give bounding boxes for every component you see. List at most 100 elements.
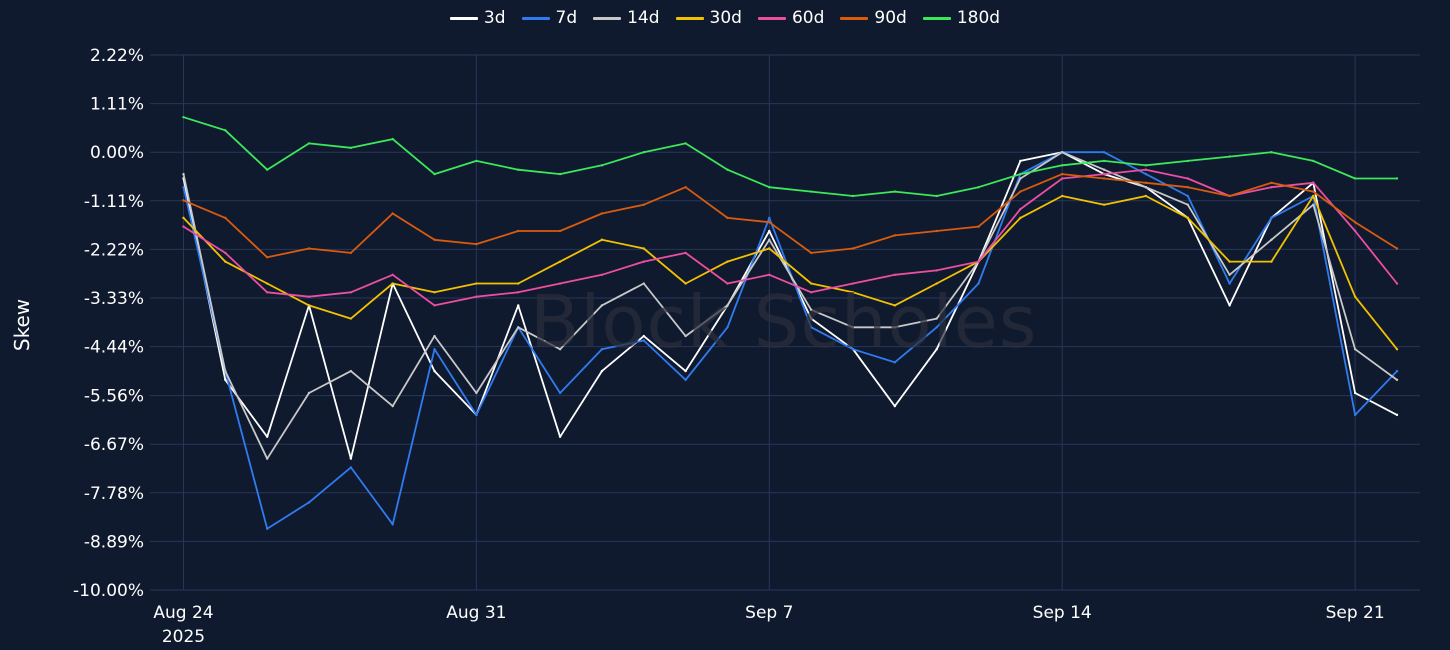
- series-line-14d: [182, 151, 1398, 460]
- point-30d: [1228, 260, 1231, 263]
- point-3d: [1019, 159, 1022, 163]
- watermark-logo: Block Scholes: [530, 280, 1038, 364]
- legend-label: 30d: [709, 8, 742, 28]
- point-60d: [809, 291, 813, 294]
- legend-item-90d[interactable]: 90d: [840, 8, 907, 28]
- point-180d: [349, 146, 353, 150]
- point-60d: [1019, 207, 1022, 211]
- point-7d: [1144, 172, 1148, 176]
- point-30d: [1312, 194, 1315, 198]
- legend-swatch: [675, 16, 704, 20]
- point-180d: [977, 186, 980, 189]
- point-14d: [224, 369, 227, 373]
- point-60d: [558, 282, 562, 285]
- point-14d: [1144, 186, 1148, 189]
- point-60d: [265, 291, 269, 294]
- point-90d: [642, 203, 645, 206]
- point-7d: [1353, 413, 1357, 417]
- point-30d: [1144, 194, 1148, 198]
- point-30d: [517, 282, 520, 285]
- point-90d: [1019, 190, 1022, 193]
- y-tick-label: -10.00%: [73, 581, 144, 601]
- legend-item-7d[interactable]: 7d: [521, 8, 577, 28]
- point-30d: [1353, 295, 1357, 298]
- point-60d: [893, 273, 897, 276]
- point-90d: [1061, 172, 1064, 176]
- point-180d: [307, 142, 311, 145]
- point-7d: [307, 501, 311, 504]
- point-60d: [851, 282, 855, 285]
- point-30d: [224, 260, 227, 263]
- x-tick-label: Sep 14: [1033, 603, 1092, 623]
- point-90d: [1395, 247, 1399, 250]
- legend-item-3d[interactable]: 3d: [449, 8, 506, 28]
- x-tick-sublabel: 2025: [162, 627, 205, 647]
- point-180d: [684, 142, 687, 145]
- point-7d: [182, 186, 185, 189]
- point-3d: [893, 404, 897, 408]
- point-60d: [1144, 168, 1148, 171]
- point-60d: [1395, 282, 1399, 285]
- point-60d: [475, 295, 478, 298]
- point-30d: [475, 282, 478, 285]
- point-7d: [684, 378, 687, 382]
- point-14d: [1061, 150, 1064, 154]
- point-3d: [809, 317, 813, 320]
- point-7d: [768, 216, 771, 220]
- point-30d: [768, 247, 771, 250]
- point-14d: [726, 304, 729, 307]
- point-180d: [265, 168, 269, 171]
- point-90d: [182, 199, 185, 202]
- point-60d: [182, 225, 185, 228]
- point-7d: [977, 282, 980, 285]
- point-3d: [1395, 413, 1399, 417]
- legend-item-30d[interactable]: 30d: [675, 8, 742, 28]
- point-3d: [768, 229, 771, 233]
- point-14d: [600, 304, 604, 307]
- point-180d: [558, 172, 562, 176]
- legend-label: 180d: [956, 8, 1001, 28]
- point-3d: [558, 435, 562, 438]
- point-180d: [1270, 150, 1273, 154]
- point-30d: [349, 317, 353, 320]
- point-3d: [349, 457, 353, 460]
- point-14d: [433, 334, 436, 338]
- legend-item-180d[interactable]: 180d: [922, 8, 1001, 28]
- point-30d: [558, 260, 562, 263]
- y-axis-label: Skew: [10, 298, 34, 352]
- series-line-180d: [183, 116, 1397, 197]
- point-90d: [1353, 221, 1357, 224]
- point-14d: [935, 317, 938, 320]
- point-90d: [558, 229, 562, 233]
- point-60d: [1270, 186, 1273, 189]
- point-30d: [307, 304, 311, 307]
- point-7d: [349, 466, 353, 469]
- point-3d: [684, 369, 687, 373]
- legend-item-14d[interactable]: 14d: [593, 8, 660, 28]
- point-7d: [433, 348, 436, 351]
- point-90d: [768, 221, 771, 224]
- y-tick-label: -2.22%: [84, 240, 144, 260]
- series-line-90d: [183, 173, 1398, 259]
- point-7d: [642, 339, 645, 342]
- point-14d: [391, 404, 394, 408]
- point-7d: [1395, 369, 1399, 373]
- point-14d: [1186, 203, 1189, 206]
- legend-item-60d[interactable]: 60d: [757, 8, 824, 28]
- point-14d: [265, 457, 269, 460]
- point-7d: [851, 348, 855, 351]
- point-14d: [642, 282, 645, 285]
- point-90d: [475, 242, 478, 246]
- point-14d: [893, 326, 897, 329]
- point-30d: [1270, 260, 1273, 263]
- point-60d: [726, 282, 729, 285]
- point-90d: [307, 247, 311, 250]
- y-tick-label: -7.78%: [84, 484, 144, 504]
- point-180d: [517, 168, 520, 171]
- point-7d: [558, 391, 562, 395]
- point-60d: [433, 304, 436, 307]
- y-tick-label: -3.33%: [84, 289, 144, 309]
- point-180d: [726, 168, 729, 171]
- point-90d: [809, 251, 813, 255]
